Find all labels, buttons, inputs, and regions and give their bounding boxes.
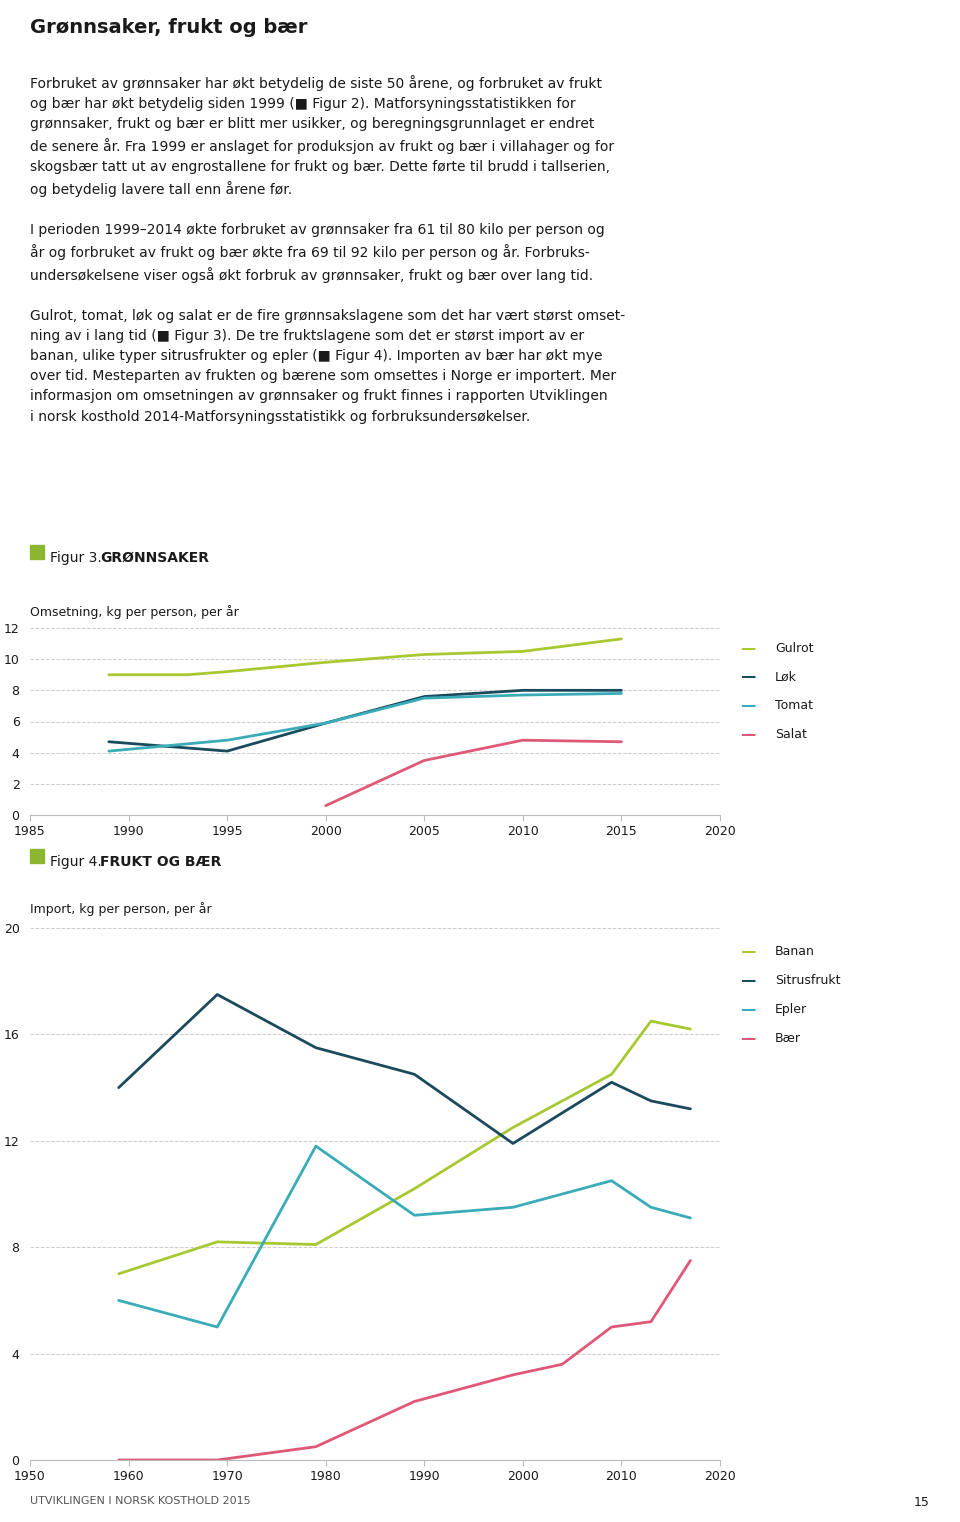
Text: —: — — [740, 1001, 756, 1017]
Text: Bær: Bær — [775, 1032, 801, 1046]
Text: Figur 3.: Figur 3. — [50, 551, 107, 565]
Text: Sitrusfrukt: Sitrusfrukt — [775, 974, 841, 988]
Text: Epler: Epler — [775, 1003, 807, 1017]
Text: —: — — [740, 670, 756, 685]
Text: —: — — [740, 945, 756, 959]
Text: —: — — [740, 728, 756, 741]
Text: UTVIKLINGEN I NORSK KOSTHOLD 2015: UTVIKLINGEN I NORSK KOSTHOLD 2015 — [30, 1496, 251, 1505]
Text: Figur 4.: Figur 4. — [50, 855, 107, 869]
Text: Omsetning, kg per person, per år: Omsetning, kg per person, per år — [30, 606, 239, 619]
Text: Import, kg per person, per år: Import, kg per person, per år — [30, 903, 211, 916]
Text: Grønnsaker, frukt og bær: Grønnsaker, frukt og bær — [30, 18, 307, 37]
Text: 15: 15 — [914, 1496, 930, 1508]
Text: —: — — [740, 1030, 756, 1046]
Text: —: — — [740, 641, 756, 656]
Text: Banan: Banan — [775, 945, 815, 959]
Text: GRØNNSAKER: GRØNNSAKER — [100, 551, 209, 565]
Text: Forbruket av grønnsaker har økt betydelig de siste 50 årene, og forbruket av fru: Forbruket av grønnsaker har økt betydeli… — [30, 75, 625, 423]
Text: Gulrot: Gulrot — [775, 641, 813, 654]
Text: Salat: Salat — [775, 728, 806, 741]
Text: —: — — [740, 699, 756, 714]
Text: FRUKT OG BÆR: FRUKT OG BÆR — [100, 855, 222, 869]
Text: Løk: Løk — [775, 670, 797, 683]
Text: Tomat: Tomat — [775, 699, 813, 712]
Text: —: — — [740, 973, 756, 988]
